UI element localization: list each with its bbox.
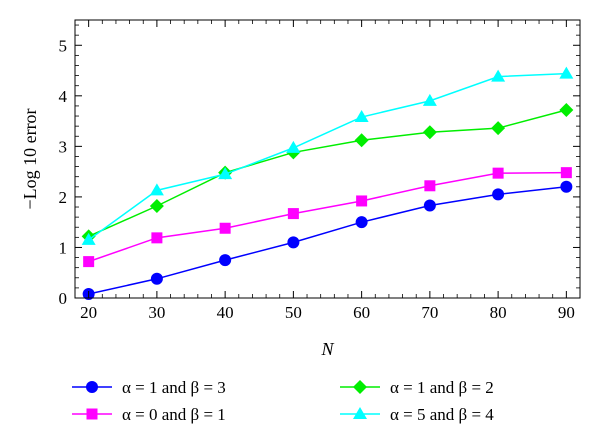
- data-point: [218, 167, 233, 180]
- series-line: [88, 72, 567, 241]
- legend-marker: [353, 380, 367, 394]
- data-point: [492, 188, 505, 201]
- y-tick-label: 3: [59, 137, 68, 156]
- x-tick-label: 30: [148, 303, 165, 322]
- x-tick-label: 70: [421, 303, 438, 322]
- y-tick-label: 1: [59, 238, 68, 257]
- data-point: [560, 180, 573, 193]
- data-point: [560, 167, 572, 179]
- data-point: [491, 69, 506, 82]
- series-line: [88, 109, 567, 238]
- series-1: [82, 180, 573, 300]
- series-4: [81, 66, 574, 245]
- y-tick-label: 4: [59, 87, 68, 106]
- data-point: [151, 232, 163, 244]
- x-tick-label: 40: [217, 303, 234, 322]
- legend-marker: [86, 408, 98, 420]
- data-point: [150, 272, 163, 285]
- data-point: [559, 66, 574, 79]
- series-3: [83, 167, 572, 268]
- legend-label: α = 5 and β = 4: [390, 405, 494, 424]
- data-point: [81, 232, 96, 245]
- x-tick-label: 50: [285, 303, 302, 322]
- data-point: [355, 216, 368, 229]
- data-point: [354, 110, 369, 123]
- data-point: [423, 199, 436, 212]
- data-point: [491, 121, 506, 136]
- data-point: [422, 93, 437, 106]
- data-point: [287, 208, 299, 220]
- series-line: [88, 186, 567, 295]
- data-point: [559, 102, 574, 117]
- data-point: [149, 199, 164, 214]
- x-tick-label: 90: [558, 303, 575, 322]
- legend-entry: α = 0 and β = 1: [72, 405, 226, 424]
- legend-entry: α = 1 and β = 3: [72, 378, 226, 397]
- x-axis-label: N: [320, 339, 334, 359]
- data-point: [149, 183, 164, 196]
- legend-entry: α = 1 and β = 2: [340, 378, 494, 397]
- x-tick-label: 60: [353, 303, 370, 322]
- data-point: [424, 180, 436, 192]
- legend-marker: [86, 381, 98, 393]
- x-tick-label: 20: [80, 303, 97, 322]
- legend-label: α = 1 and β = 2: [390, 378, 494, 397]
- y-tick-label: 5: [59, 36, 68, 55]
- x-tick-label: 80: [490, 303, 507, 322]
- data-point: [286, 140, 301, 153]
- legend-entry: α = 5 and β = 4: [340, 405, 494, 424]
- data-point: [356, 195, 368, 207]
- legend-marker: [353, 407, 367, 419]
- data-point: [422, 125, 437, 140]
- series-line: [88, 171, 567, 263]
- plot-frame: [74, 19, 581, 299]
- data-point: [219, 222, 231, 234]
- data-point: [83, 256, 95, 268]
- y-axis-label: −Log 10 error: [20, 108, 40, 209]
- y-tick-label: 2: [59, 188, 68, 207]
- data-point: [492, 167, 504, 179]
- data-point: [287, 236, 300, 249]
- data-point: [354, 133, 369, 148]
- data-point: [219, 254, 232, 267]
- legend-label: α = 0 and β = 1: [122, 405, 226, 424]
- y-tick-label: 0: [59, 289, 68, 308]
- legend-label: α = 1 and β = 3: [122, 378, 226, 397]
